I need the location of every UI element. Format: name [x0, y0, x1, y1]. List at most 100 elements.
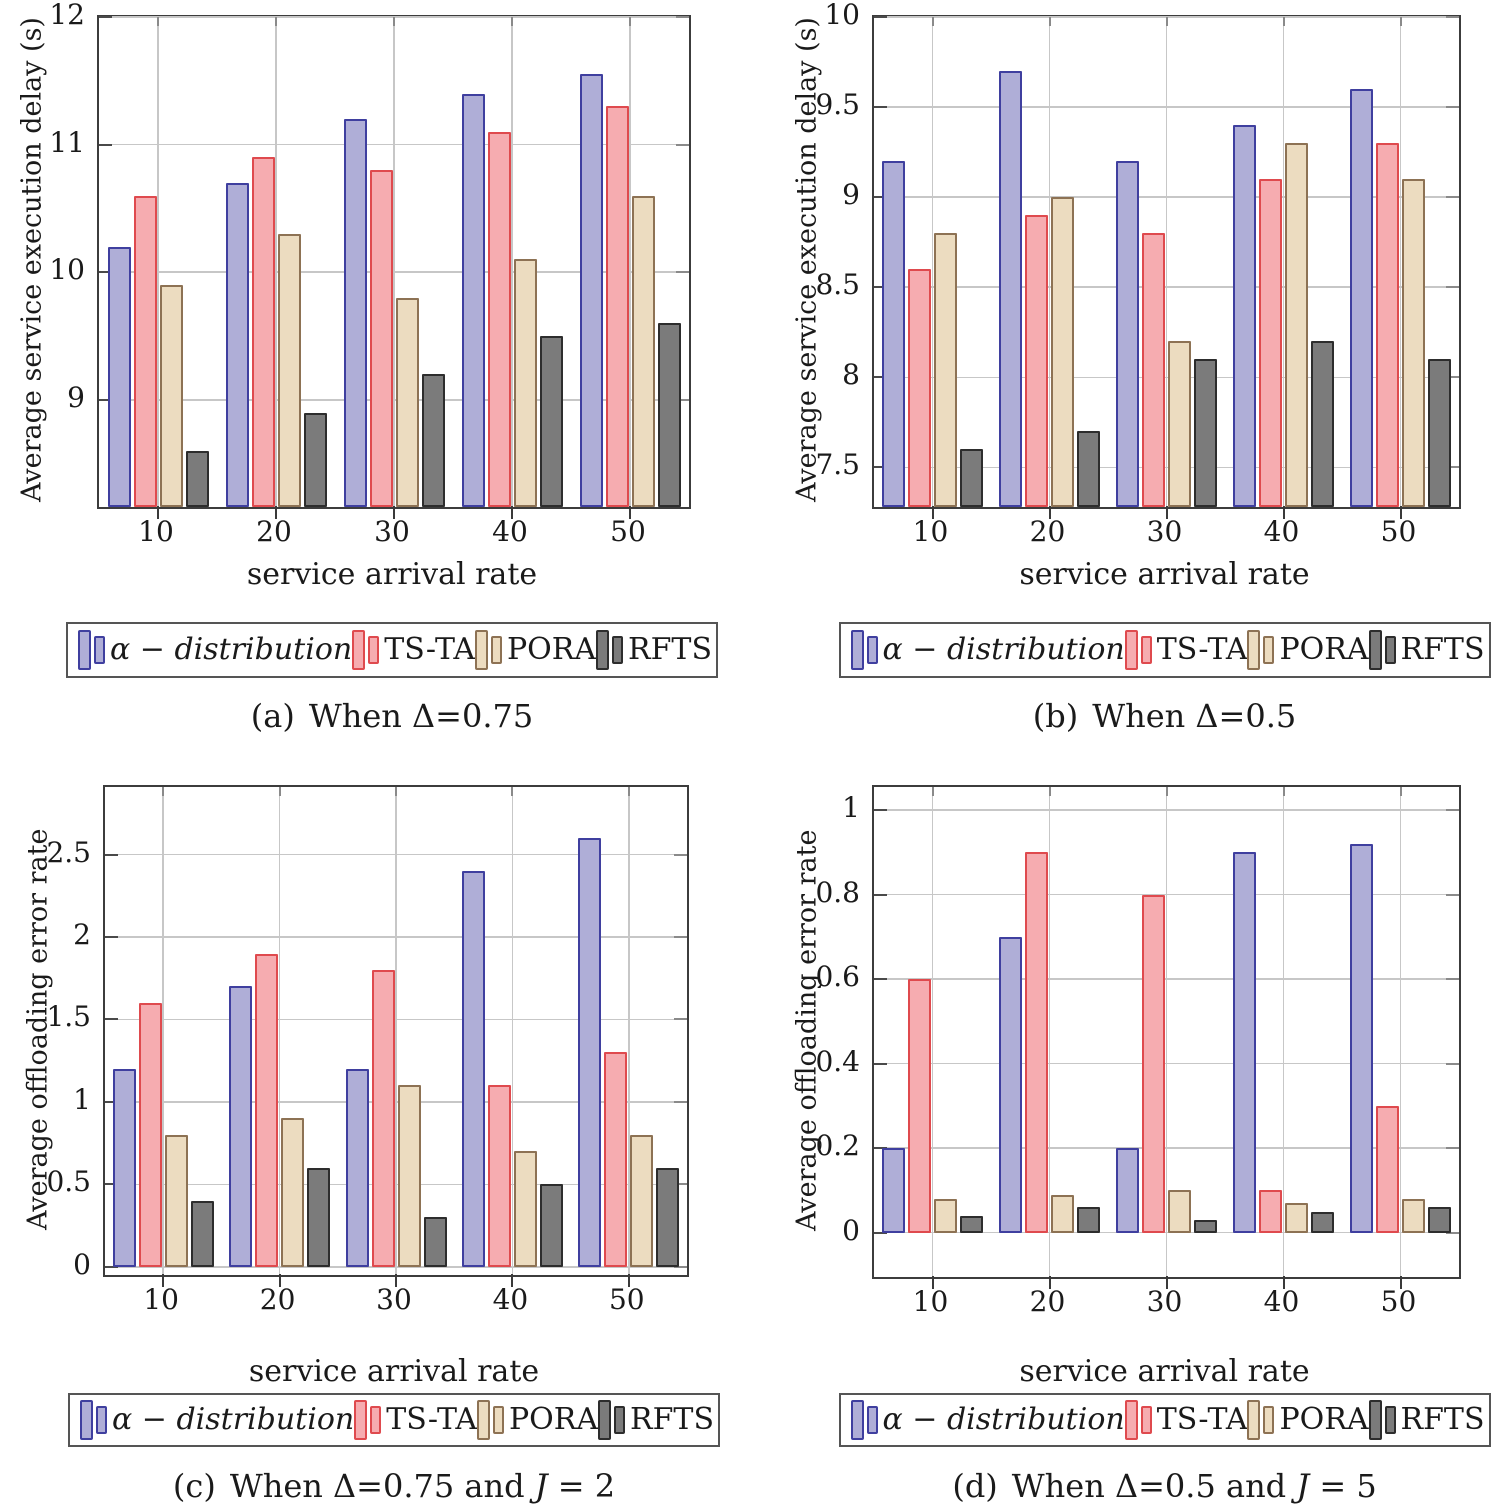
x-gridline: [1399, 17, 1402, 507]
y-tick-mark: [1446, 1147, 1459, 1150]
x-tick-label: 20: [1029, 1285, 1066, 1318]
legend-swatch-short: [368, 636, 380, 664]
x-tick-mark: [1165, 506, 1168, 519]
bar-pora: [281, 1118, 305, 1267]
legend-swatch-tall: [354, 1400, 368, 1440]
bar-rfts: [303, 412, 327, 507]
legend-swatches: [474, 630, 502, 670]
legend: α − distribution TS-TA PORA RFTS: [66, 622, 718, 678]
bar-rfts: [539, 1184, 563, 1267]
legend-swatches: [850, 1400, 878, 1440]
bar-alpha-distribution: [343, 119, 367, 507]
legend-swatches: [850, 630, 878, 670]
y-tick-mark: [1446, 466, 1459, 469]
caption: (a) When Δ=0.75: [67, 698, 717, 734]
panel-d: Average offloading error rate service ar…: [750, 755, 1500, 1506]
legend-swatches: [80, 1400, 107, 1440]
x-tick-label: 10: [912, 515, 949, 548]
legend-swatches: [352, 630, 380, 670]
bar-alpha-distribution: [112, 1068, 136, 1267]
x-gridline: [628, 787, 630, 1275]
caption-text: When Δ=0.75 and: [229, 1467, 535, 1505]
y-tick-label: 1: [73, 1082, 91, 1116]
legend-item: TS-TA: [1124, 1400, 1247, 1440]
legend-swatch-tall: [1124, 630, 1138, 670]
y-tick-mark: [99, 16, 112, 18]
bar-pora: [1168, 1190, 1191, 1233]
x-tick-mark: [162, 787, 165, 796]
x-gridline: [278, 787, 281, 1275]
x-tick-mark: [629, 506, 631, 519]
y-tick-label: 9: [67, 380, 85, 414]
legend-swatch-short: [866, 1406, 878, 1434]
y-tick-label: 10: [824, 0, 860, 31]
x-tick-mark: [511, 17, 513, 26]
legend-swatches: [598, 1400, 626, 1440]
x-gridline: [1165, 787, 1168, 1277]
x-gridline: [1165, 17, 1168, 507]
bar-ts-ta: [604, 1052, 628, 1267]
x-gridline: [931, 787, 934, 1277]
x-tick-mark: [1048, 1276, 1051, 1289]
y-tick-mark: [676, 271, 689, 274]
legend-label: α − distribution: [882, 1402, 1125, 1437]
bar-pora: [164, 1134, 188, 1267]
legend-item: α − distribution: [78, 630, 352, 670]
legend-swatch-short: [1140, 1406, 1152, 1434]
y-tick-label: 8: [842, 358, 860, 392]
legend-swatch-short: [490, 636, 502, 664]
x-tick-label: 40: [1263, 1285, 1300, 1318]
caption-tag: (a): [250, 697, 295, 735]
legend-swatch-tall: [850, 1400, 864, 1440]
bar-rfts: [421, 374, 445, 507]
y-tick-mark: [874, 106, 887, 109]
bar-ts-ta: [133, 195, 157, 507]
y-tick-mark: [105, 1100, 118, 1103]
legend-label: PORA: [1279, 632, 1369, 667]
bar-rfts: [1077, 431, 1100, 507]
bar-rfts: [539, 336, 563, 507]
bar-alpha-distribution: [1116, 161, 1139, 507]
y-tick-label: 1: [842, 791, 860, 825]
x-tick-label: 40: [1263, 515, 1300, 548]
legend-swatch-tall: [78, 630, 91, 670]
legend-swatch-tall: [1247, 1400, 1261, 1440]
bar-pora: [1051, 197, 1074, 507]
bar-pora: [1402, 1198, 1425, 1233]
bar-alpha-distribution: [999, 71, 1022, 507]
x-tick-mark: [1282, 1276, 1285, 1289]
legend-swatch-short: [612, 636, 624, 664]
y-tick-mark: [676, 398, 689, 401]
bar-alpha-distribution: [882, 161, 905, 507]
x-tick-mark: [627, 1274, 630, 1287]
x-tick-label: 10: [138, 515, 174, 548]
x-tick-mark: [393, 506, 395, 519]
bar-ts-ta: [1142, 233, 1165, 507]
legend-item: TS-TA: [354, 1400, 477, 1440]
x-tick-label: 50: [1380, 1285, 1417, 1318]
y-tick-mark: [674, 853, 687, 856]
bar-pora: [631, 195, 655, 507]
x-tick-label: 30: [1146, 515, 1183, 548]
bar-rfts: [1428, 359, 1451, 507]
legend-label: α − distribution: [110, 632, 353, 667]
bar-pora: [934, 233, 957, 507]
caption-text: When Δ=0.5: [1092, 697, 1297, 735]
legend-swatches: [1124, 1400, 1152, 1440]
x-gridline: [393, 17, 395, 507]
caption-var: J: [534, 1467, 548, 1505]
x-tick-mark: [629, 17, 631, 26]
legend-swatch-short: [492, 1406, 504, 1434]
legend-label: PORA: [506, 632, 597, 667]
x-gridline: [275, 17, 277, 507]
legend-swatch-short: [96, 1406, 107, 1434]
legend-item: RFTS: [1368, 630, 1485, 670]
caption-text-post: = 5: [1309, 1467, 1377, 1505]
y-tick-label: 0.2: [815, 1129, 860, 1163]
x-gridline: [1048, 787, 1051, 1277]
bar-pora: [1168, 341, 1191, 507]
legend-item: α − distribution: [850, 1400, 1125, 1440]
legend-label: α − distribution: [112, 1402, 355, 1437]
x-tick-mark: [162, 1274, 165, 1287]
legend-item: TS-TA: [352, 630, 475, 670]
